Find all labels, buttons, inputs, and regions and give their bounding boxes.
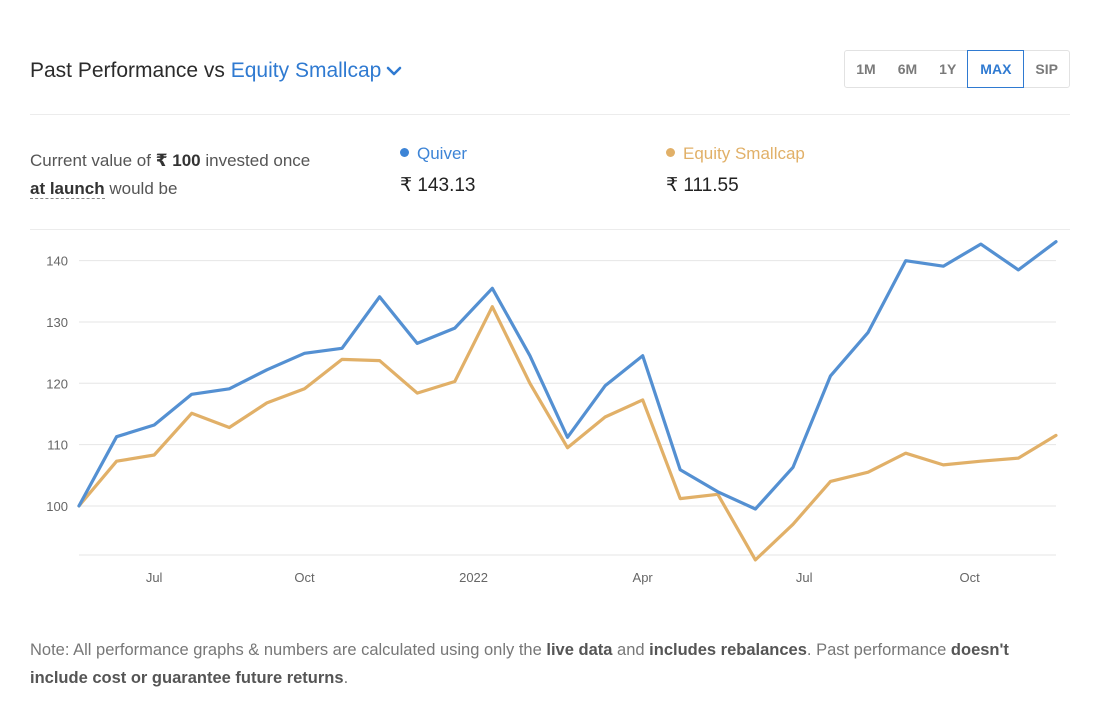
legend-smallcap-value: ₹ 111.55 — [666, 175, 739, 196]
note-text-1: Note: All performance graphs & numbers a… — [30, 641, 542, 659]
y-tick-label: 120 — [46, 376, 68, 391]
period-1m[interactable]: 1M — [856, 61, 876, 77]
y-tick-label: 110 — [47, 438, 68, 453]
divider-2 — [30, 229, 1070, 230]
legend-smallcap: Equity Smallcap ₹ 111.55 — [666, 144, 805, 197]
note-bold-2: includes rebalances — [649, 641, 807, 659]
note-text-2: and — [617, 641, 645, 659]
investment-summary: Current value of ₹ 100 invested once at … — [30, 147, 370, 203]
divider — [30, 114, 1070, 115]
note-text-4: . — [343, 669, 349, 687]
invest-text-1: Current value of — [30, 151, 151, 170]
legend-quiver: Quiver ₹ 143.13 — [400, 144, 475, 197]
note-text-3: . Past performance — [806, 641, 947, 659]
legend-quiver-name: Quiver — [417, 144, 468, 163]
chart-header: Past Performance vs Equity Smallcap 1M 6… — [30, 50, 1070, 90]
series-line-smallcap — [77, 305, 1058, 562]
disclaimer-note: Note: All performance graphs & numbers a… — [30, 636, 1070, 692]
period-selector: 1M 6M 1Y MAX SIP — [844, 50, 1070, 88]
x-tick-label: Jul — [146, 570, 163, 585]
benchmark-selector[interactable]: Equity Smallcap — [231, 59, 404, 82]
x-tick-label: Oct — [294, 570, 315, 585]
note-bold-1: live data — [546, 641, 613, 659]
invest-text-3: would be — [109, 179, 178, 198]
y-tick-label: 100 — [46, 499, 68, 514]
series-line-quiver — [77, 240, 1058, 511]
performance-chart: 100 110 120 130 140 Jul Oct 2022 Apr Jul Oct — [46, 240, 1058, 585]
benchmark-label: Equity Smallcap — [230, 59, 382, 82]
legend-quiver-value: ₹ 143.13 — [400, 175, 476, 196]
note-bold-3: doesn't include cost or guarantee future… — [30, 641, 1009, 687]
chevron-down-icon — [385, 59, 403, 83]
at-launch-link[interactable]: at launch — [30, 179, 105, 199]
period-sip[interactable]: SIP — [1035, 61, 1058, 77]
y-tick-label: 140 — [46, 254, 68, 269]
invest-amount: ₹ 100 — [155, 151, 201, 170]
title-prefix: Past Performance vs — [30, 59, 225, 82]
quiver-dot-icon — [400, 148, 409, 158]
y-tick-label: 130 — [46, 315, 68, 330]
page-title: Past Performance vs Equity Smallcap — [30, 59, 403, 83]
x-tick-label: Jul — [796, 570, 813, 585]
legend-smallcap-name: Equity Smallcap — [683, 144, 805, 163]
invest-text-2: invested once — [205, 151, 311, 170]
period-6m[interactable]: 6M — [897, 61, 918, 77]
period-1y[interactable]: 1Y — [939, 61, 957, 77]
x-tick-label: Oct — [959, 570, 980, 585]
smallcap-dot-icon — [666, 148, 675, 158]
x-tick-label: Apr — [633, 570, 654, 585]
x-tick-label: 2022 — [459, 570, 488, 585]
period-max[interactable]: MAX — [967, 50, 1025, 88]
